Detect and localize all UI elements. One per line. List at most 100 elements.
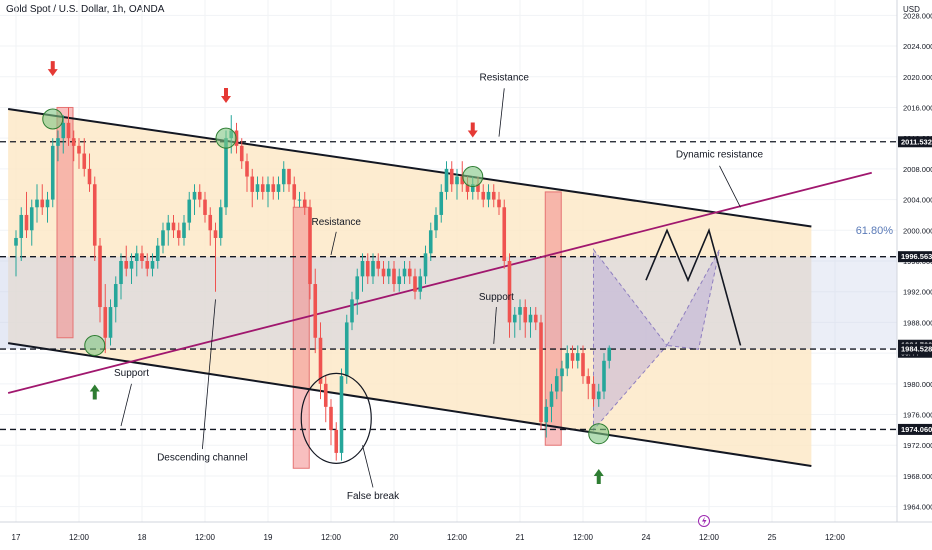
candle-body [591, 383, 596, 400]
false-break-circle [300, 372, 372, 464]
candle-body [570, 353, 575, 361]
candle-body [360, 261, 365, 277]
y-tick-label: 1976.000 [903, 411, 932, 420]
annotation-leader [362, 445, 374, 488]
candle-body [297, 199, 302, 201]
candle-body [14, 237, 18, 246]
candle-body [29, 207, 34, 231]
candle-body [145, 261, 150, 269]
candle-body [518, 307, 522, 315]
x-tick-label: 21 [516, 533, 525, 542]
candle-body [35, 199, 39, 208]
candle-body [40, 199, 45, 208]
candle-body [549, 391, 554, 407]
candle-body [533, 314, 538, 323]
candle-body [113, 284, 118, 308]
candle-body [19, 214, 24, 238]
candle-body [103, 307, 108, 338]
x-tick-label: 12:00 [825, 533, 846, 542]
annotation-leader [120, 383, 132, 427]
candle-body [423, 253, 428, 277]
candle-body [365, 261, 370, 277]
candle-body [413, 276, 417, 292]
candle-body [523, 307, 528, 323]
candle-body [161, 230, 165, 246]
touch-point-circle [588, 423, 610, 445]
candle-body [50, 145, 55, 200]
candle-body [512, 314, 517, 323]
candle-body [171, 222, 176, 231]
candle-body [292, 184, 297, 200]
candle-body [129, 261, 134, 269]
sell-arrow-icon [47, 61, 58, 77]
candle-body [486, 191, 491, 200]
y-tick-label: 1980.000 [903, 380, 932, 389]
sell-arrow-icon [467, 122, 478, 138]
annotation-leader [719, 165, 741, 208]
price-label-box [898, 423, 932, 435]
currency-label: USD [903, 5, 920, 14]
candle-body [287, 168, 291, 185]
candle-body [602, 360, 606, 392]
candle-body [245, 161, 249, 177]
candle-body [266, 184, 270, 192]
annotation-label: Resistance [312, 217, 362, 228]
candle-body [386, 268, 391, 277]
candle-body [502, 207, 507, 261]
candle-body [334, 429, 339, 453]
x-tick-label: 24 [642, 533, 651, 542]
projected-path [645, 227, 742, 346]
candle-body [544, 406, 549, 423]
candle-body [255, 184, 260, 192]
candle-body [45, 199, 50, 208]
y-tick-label: 2016.000 [903, 103, 932, 112]
candle-body [71, 138, 76, 146]
candle-body [108, 307, 113, 338]
buy-arrow-icon [593, 468, 604, 484]
chart-title: Gold Spot / U.S. Dollar, 1h, OANDA [6, 4, 165, 15]
candle-body [66, 122, 71, 139]
y-tick-label: 1972.000 [903, 441, 932, 450]
candle-body [182, 222, 186, 238]
candle-body [77, 145, 81, 154]
x-tick-label: 12:00 [573, 533, 594, 542]
candle-body [313, 284, 318, 338]
harmonic-pattern [593, 248, 668, 432]
y-tick-label: 2008.000 [903, 165, 932, 174]
candle-body [218, 207, 223, 238]
touch-point-circle [215, 127, 237, 149]
x-tick-label: 12:00 [321, 533, 342, 542]
candle-body [208, 214, 213, 231]
candle-body [140, 253, 144, 261]
sell-arrow-icon [221, 87, 231, 103]
candle-body [271, 184, 276, 192]
candle-body [329, 406, 333, 430]
candle-body [418, 276, 423, 292]
candle-body [281, 168, 286, 185]
x-tick-label: 12:00 [69, 533, 90, 542]
lightning-bolt-icon [702, 516, 707, 526]
annotation-label: Support [479, 292, 514, 303]
candle-body [224, 138, 228, 208]
candle-body [439, 191, 444, 215]
candle-body [344, 322, 349, 377]
candle-body [507, 261, 512, 323]
candle-body [460, 176, 465, 185]
y-tick-label: 2024.000 [903, 42, 932, 51]
candle-body [554, 376, 559, 392]
candle-body [539, 322, 543, 423]
candle-body [318, 337, 323, 384]
annotation-label: Support [114, 368, 149, 379]
harmonic-pattern [666, 249, 720, 350]
candle-body [203, 199, 207, 215]
candle-body [355, 276, 360, 300]
candle-body [350, 299, 354, 323]
candle-body [491, 191, 496, 200]
candle-body [155, 245, 160, 261]
price-label-box [898, 251, 932, 263]
candle-body [497, 199, 501, 208]
candle-body [302, 199, 307, 208]
candle-body [213, 230, 218, 238]
candle-body [276, 184, 281, 192]
